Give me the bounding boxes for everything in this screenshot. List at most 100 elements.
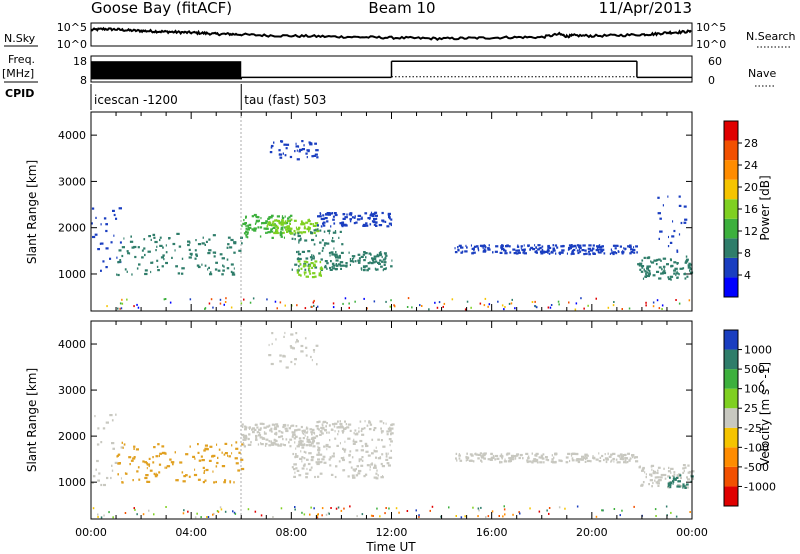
velocity-cell-5-26 [295,341,297,344]
velocity-cell-3-107 [294,456,297,459]
power-cell-3-84 [281,219,284,222]
velocity-floor-cell-47 [206,516,208,518]
power-cell-5-31 [298,268,300,271]
power-cell-6-94 [340,264,344,267]
power-cell-4-39 [328,251,331,255]
power-cell-2-63 [259,235,262,238]
power-cell-6-22 [376,255,380,258]
velocity-floor-cell-106 [415,509,417,512]
power-cell-2-76 [256,220,260,223]
power-floor-cell-51 [373,300,376,303]
power-cell-10-43 [656,270,660,273]
velocity-cell-2-71 [268,424,271,427]
velocity-cell-7-7 [671,475,675,478]
velocity-cell-6-200 [545,458,548,461]
power-cell-1-107 [141,256,144,259]
velocity-cell-3-162 [352,442,356,445]
velocity-cell-3-47 [309,468,312,472]
power-cell-8-0 [316,156,319,159]
velocity-cell-1-30 [169,458,172,461]
power-cell-9-148 [554,244,558,247]
velocity-cell-2-116 [241,425,244,428]
velocity-cell-1-68 [158,471,161,474]
velocity-cell-2-109 [301,429,305,433]
velocity-cell-6-115 [499,461,501,464]
velocity-cell-6-164 [527,457,530,460]
velocity-data-marks [91,331,695,519]
velocity-cell-7-65 [667,486,669,489]
velocity-cell-1-74 [240,467,245,471]
power-floor-cell-115 [316,305,319,308]
power-cell-3-71 [307,220,311,223]
power-floor-cell-74 [363,297,365,300]
velocity-cell-2-86 [278,435,281,439]
power-cell-5-8 [314,264,316,267]
velocity-cell-8-20 [667,483,672,486]
power-floor-cell-65 [421,305,423,307]
velocity-cell-7-56 [645,473,647,476]
power-cell-2-0 [243,219,245,222]
power-cell-1-28 [171,256,173,259]
power-cell-4-65 [338,236,340,239]
power-cell-9-169 [544,250,548,253]
velocity-floor-cell-82 [379,515,381,518]
velocity-cell-3-78 [336,444,339,447]
velocity-cell-2-119 [304,434,306,437]
power-cell-6-72 [334,254,337,258]
power-cell-9-125 [527,244,530,247]
velocity-floor-cell-5 [485,516,487,519]
velocity-cell-6-149 [610,460,612,463]
power-floor-cell-83 [595,297,597,300]
velocity-floor-cell-16 [619,514,621,517]
power-cell-0-9 [103,217,107,220]
power-cell-7-32 [365,224,369,227]
power-cell-3-2 [296,228,300,231]
velocity-floor-cell-71 [343,507,345,510]
power-cell-9-128 [508,245,511,248]
velocity-cell-1-52 [233,481,235,484]
velocity-floor-cell-102 [621,509,623,512]
velocity-cell-5-35 [282,354,285,357]
velocity-cell-4-12 [319,433,322,436]
velocity-cell-2-108 [294,429,296,432]
power-cell-1-52 [231,271,235,274]
velocity-cell-1-10 [146,480,148,483]
power-cell-7-69 [353,222,356,225]
velocity-cell-1-125 [165,452,167,455]
velocity-floor-cell-46 [217,510,220,513]
power-cell-1-10 [154,240,158,244]
power-cell-6-31 [381,255,383,258]
velocity-cell-6-50 [565,456,569,459]
power-cell-4-23 [324,266,327,269]
power-cell-1-115 [197,265,201,269]
velocity-cell-2-125 [271,443,275,446]
power-cell-9-69 [520,245,523,248]
power-cell-1-22 [209,273,213,276]
velocity-cell-6-188 [475,452,477,455]
velocity-cell-1-16 [194,457,196,460]
velocity-floor-cell-87 [548,507,551,509]
power-cell-9-18 [610,248,612,251]
power-cell-10-71 [676,276,679,279]
power-cell-0-23 [91,207,95,210]
power-cell-9-15 [619,245,622,248]
power-cell-2-95 [245,235,247,238]
velocity-cell-2-4 [242,438,245,441]
power-cell-7-73 [375,221,378,224]
velocity-cell-0-12 [98,472,101,475]
velocity-cell-6-8 [605,460,608,464]
velocity-cell-7-51 [668,466,670,469]
velocity-cell-2-25 [255,434,258,438]
power-cell-6-87 [346,264,348,267]
velocity-cell-5-30 [285,366,289,369]
velocity-floor-cell-91 [216,510,219,512]
velocity-floor-cell-43 [194,516,197,519]
power-cell-8-41 [298,150,301,153]
power-floor-cell-31 [385,300,387,303]
velocity-cell-7-23 [682,471,685,474]
velocity-cell-3-28 [367,454,371,457]
velocity-ytick-label-3: 4000 [58,338,86,351]
velocity-cell-2-24 [308,441,312,444]
power-cell-11-0 [657,212,661,215]
